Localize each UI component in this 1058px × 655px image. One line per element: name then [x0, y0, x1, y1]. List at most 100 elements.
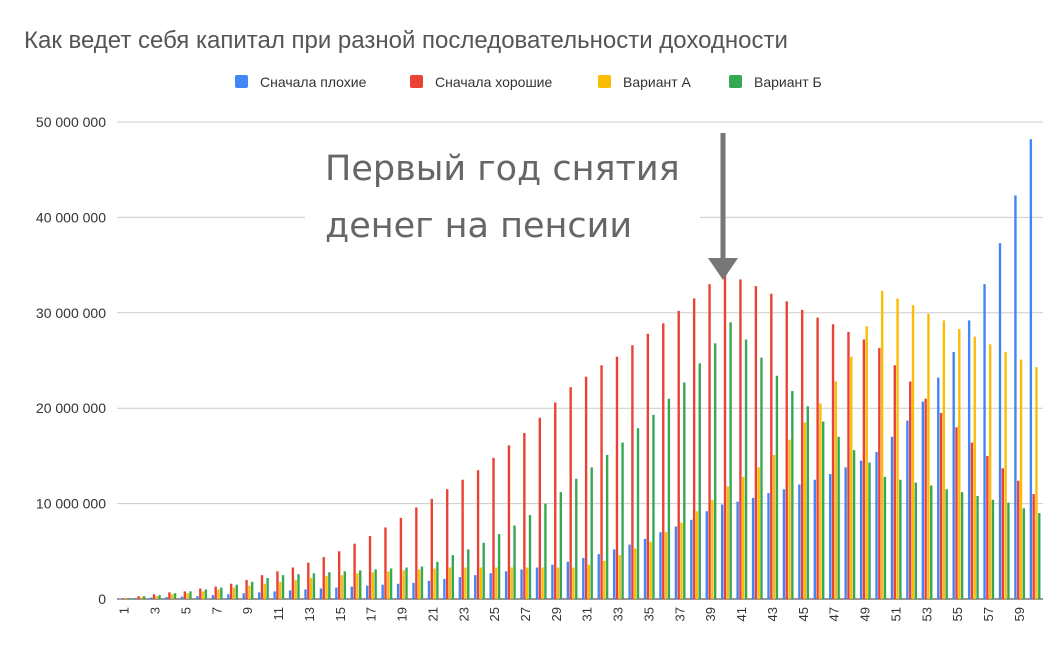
bar: [344, 571, 346, 599]
bar: [217, 589, 219, 599]
bar: [387, 571, 389, 599]
bar: [320, 589, 322, 599]
bar: [937, 378, 939, 599]
bar: [621, 443, 623, 599]
bar: [649, 542, 651, 599]
bar: [819, 403, 821, 599]
bar: [150, 598, 152, 599]
bar: [495, 568, 497, 599]
bar: [482, 543, 484, 599]
bar: [983, 284, 985, 599]
x-tick-label: 13: [302, 607, 317, 621]
bar: [372, 572, 374, 599]
x-tick-label: 9: [240, 607, 255, 614]
bar: [912, 305, 914, 599]
bar: [992, 500, 994, 599]
bar: [662, 323, 664, 599]
bar: [125, 598, 127, 599]
bar: [415, 507, 417, 599]
bar: [708, 284, 710, 599]
x-tick-label: 45: [796, 607, 811, 621]
bar: [400, 518, 402, 599]
bar: [729, 322, 731, 599]
bar: [804, 423, 806, 599]
bar: [680, 523, 682, 599]
bar: [801, 310, 803, 599]
x-tick-label: 25: [487, 607, 502, 621]
annotation: денег на пенсии: [325, 206, 632, 246]
bar: [971, 443, 973, 599]
y-tick-label: 30 000 000: [36, 305, 106, 321]
bar: [165, 597, 167, 599]
x-tick-label: 29: [549, 607, 564, 621]
bar: [446, 489, 448, 599]
bar: [868, 463, 870, 599]
bar: [727, 486, 729, 599]
x-tick-label: 57: [981, 607, 996, 621]
bar: [927, 314, 929, 599]
bar: [220, 588, 222, 599]
bar: [860, 461, 862, 599]
bar: [433, 568, 435, 599]
bar: [616, 357, 618, 599]
bar: [773, 455, 775, 599]
bar: [899, 480, 901, 599]
bar: [289, 590, 291, 599]
bar: [412, 583, 414, 599]
bar: [832, 324, 834, 599]
bar: [976, 496, 978, 599]
legend-swatch: [598, 75, 611, 88]
bar: [381, 585, 383, 599]
bar: [1002, 468, 1004, 599]
bar: [276, 571, 278, 599]
bar: [853, 450, 855, 599]
bar: [292, 568, 294, 599]
bar: [353, 544, 355, 599]
bar: [554, 402, 556, 599]
bar: [359, 570, 361, 599]
bar: [909, 381, 911, 599]
legend-label: Сначала хорошие: [435, 74, 552, 90]
bar: [520, 569, 522, 599]
x-tick-label: 43: [765, 607, 780, 621]
bar: [745, 340, 747, 599]
bar: [135, 598, 137, 599]
bar: [421, 567, 423, 599]
bar: [968, 320, 970, 599]
bar: [706, 511, 708, 599]
bar: [452, 555, 454, 599]
bar: [338, 551, 340, 599]
bar: [1032, 494, 1034, 599]
bar: [786, 301, 788, 599]
bar: [523, 433, 525, 599]
chart-title: Как ведет себя капитал при разной послед…: [24, 27, 788, 54]
bar: [403, 570, 405, 599]
bar: [798, 485, 800, 599]
x-tick-label: 27: [518, 607, 533, 621]
bar: [436, 562, 438, 599]
bar: [122, 598, 124, 599]
bar: [588, 565, 590, 599]
bar: [816, 318, 818, 599]
x-tick-label: 3: [148, 607, 163, 614]
bar: [724, 275, 726, 599]
bar: [307, 563, 309, 599]
x-tick-label: 11: [271, 607, 286, 621]
bar: [310, 578, 312, 599]
x-tick-label: 49: [858, 607, 873, 621]
y-tick-label: 50 000 000: [36, 114, 106, 130]
bar: [711, 500, 713, 599]
bar: [974, 337, 976, 599]
bar: [245, 580, 247, 599]
x-tick-label: 39: [703, 607, 718, 621]
x-tick-label: 5: [178, 607, 193, 614]
bar: [351, 587, 353, 599]
bar: [863, 340, 865, 599]
bar: [539, 418, 541, 599]
bar: [168, 592, 170, 599]
bar: [202, 591, 204, 599]
bar: [137, 596, 139, 599]
bar: [443, 579, 445, 599]
bar: [251, 582, 253, 599]
